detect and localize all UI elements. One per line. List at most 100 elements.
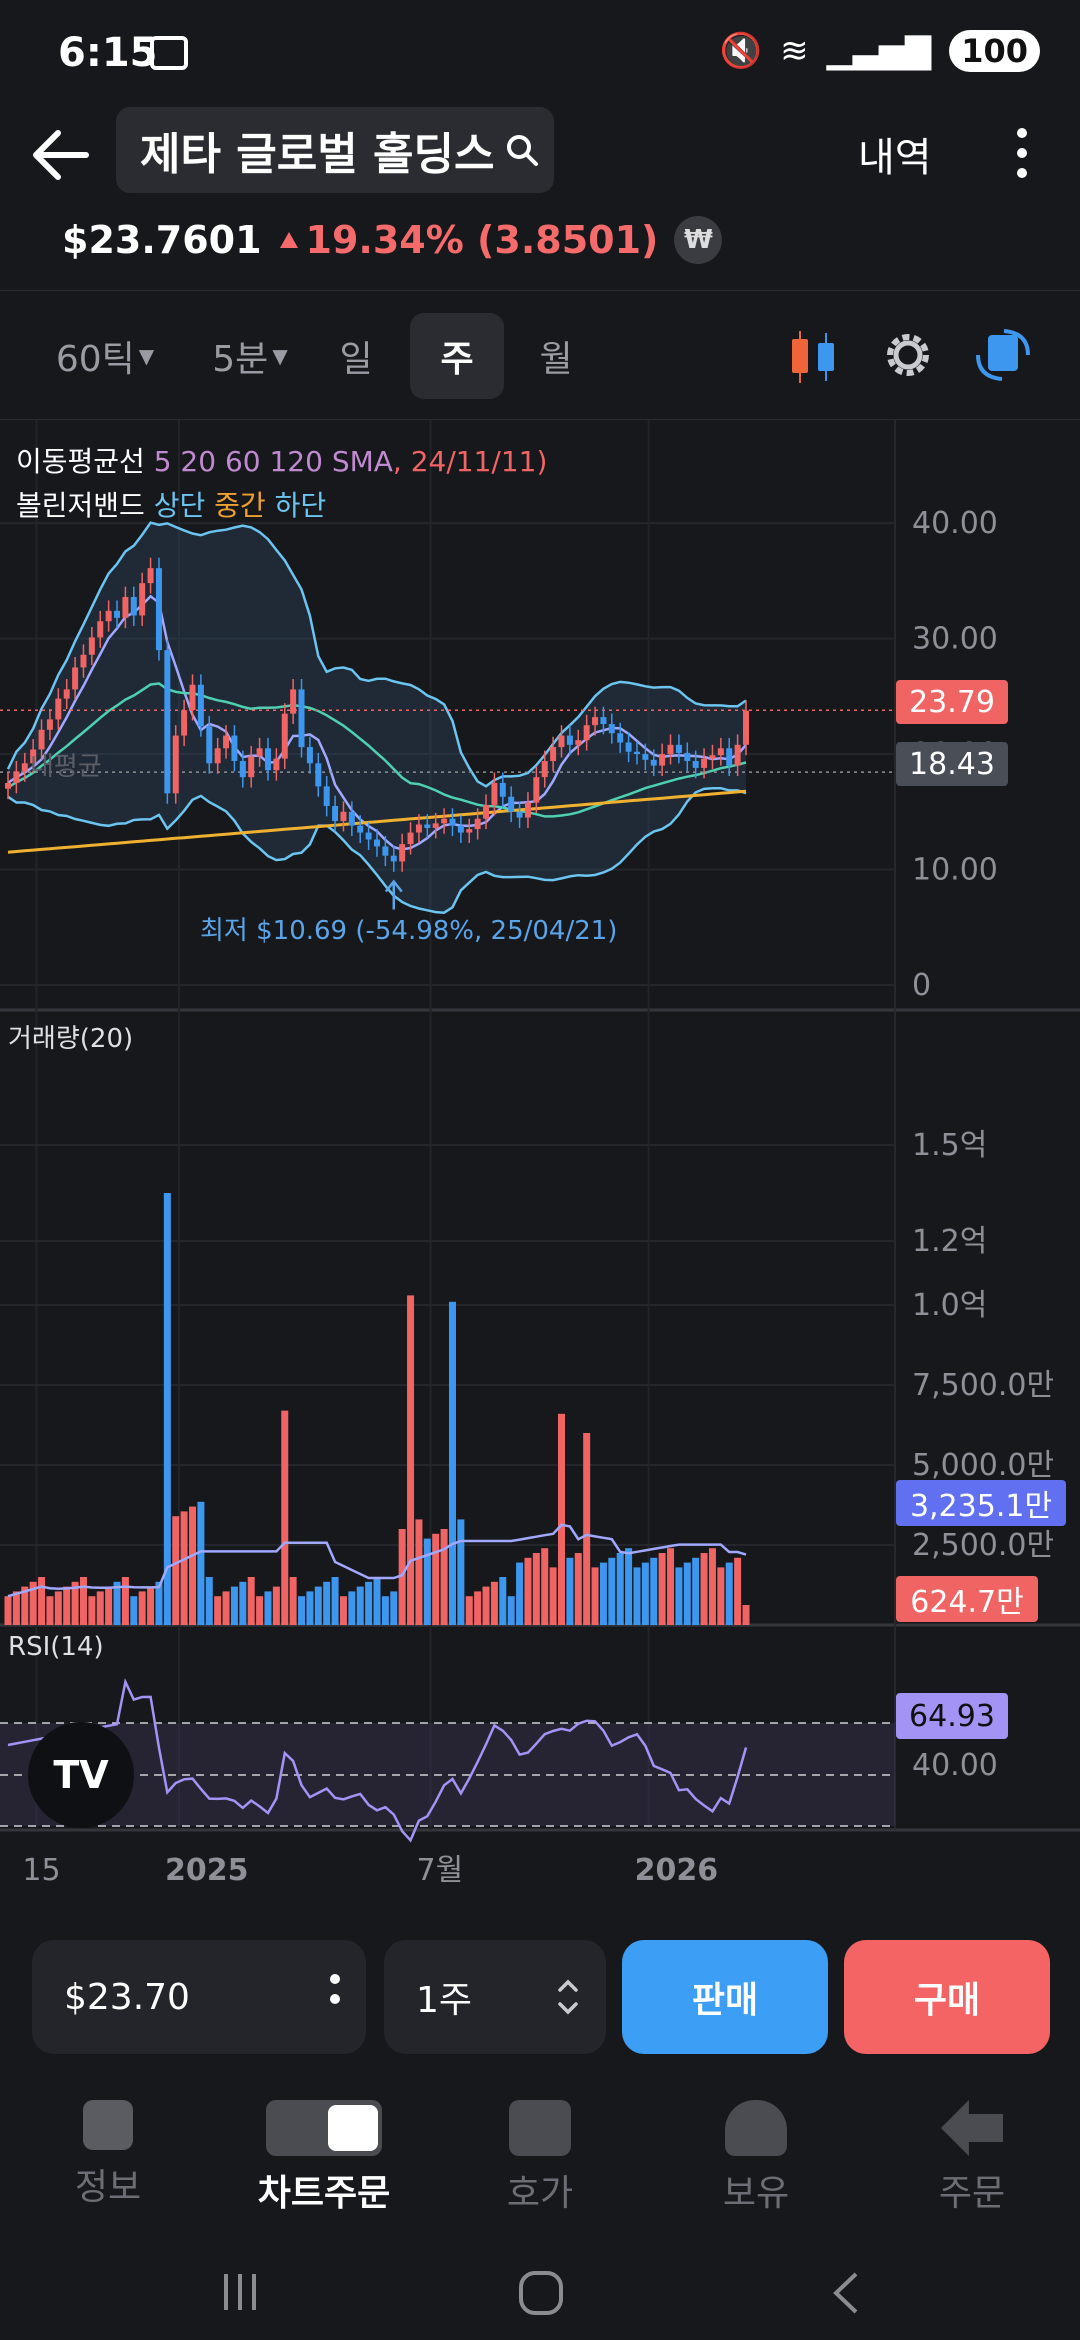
order-qty-stepper[interactable]: 1주 xyxy=(384,1940,606,2054)
history-button[interactable]: 내역 xyxy=(858,135,932,181)
candle-body xyxy=(147,568,154,584)
volume-bar xyxy=(625,1548,633,1625)
nav-info[interactable]: 정보 xyxy=(28,2100,188,2210)
candle-body xyxy=(726,748,733,766)
x-tick-label: 2026 xyxy=(635,1853,719,1888)
nav-orders[interactable]: 주문 xyxy=(892,2100,1052,2216)
candle-body xyxy=(441,818,448,824)
sell-button[interactable]: 판매 xyxy=(622,1940,828,2054)
nav-quote[interactable]: 호가 xyxy=(460,2100,620,2216)
volume-bar xyxy=(381,1596,389,1625)
volume-bar xyxy=(314,1586,322,1625)
caret-down-icon: ▼ xyxy=(138,344,155,368)
candle-body xyxy=(508,796,515,812)
candle-body xyxy=(340,811,347,822)
tf-60tick[interactable]: 60틱 ▼ xyxy=(55,339,155,380)
tradingview-logo: TV xyxy=(28,1722,134,1828)
candle-body xyxy=(625,742,632,752)
bb-legend[interactable]: 볼린저밴드 상단 중간 하단 xyxy=(16,489,327,522)
candle-body xyxy=(365,832,372,840)
volume-bar xyxy=(130,1596,138,1625)
candle-body xyxy=(63,689,70,699)
candle-body xyxy=(374,839,380,847)
volume-bar xyxy=(717,1567,725,1625)
wifi-icon: ≋ xyxy=(780,31,809,71)
last-price-badge: 23.79 xyxy=(896,680,1008,724)
candle-body xyxy=(332,806,339,822)
low-annotation: 최저 $10.69 (-54.98%, 25/04/21) xyxy=(200,916,618,946)
candle-body xyxy=(214,748,221,764)
candle-body xyxy=(659,754,666,766)
volume-bar xyxy=(155,1581,163,1625)
nav-holdings[interactable]: 보유 xyxy=(676,2100,836,2216)
volume-bar xyxy=(650,1557,658,1625)
tf-month[interactable]: 월 xyxy=(539,339,573,380)
back-arrow-shape-icon xyxy=(941,2100,1003,2156)
candle-body xyxy=(667,744,674,755)
price-tick-label: 40.00 xyxy=(912,506,998,541)
volume-ma-badge: 3,235.1만 xyxy=(896,1480,1066,1526)
status-icons: 🔇 ≋ ▁▃▅▇ 100 xyxy=(720,30,1040,72)
volume-bar xyxy=(306,1591,314,1625)
drag-dots-icon xyxy=(330,1974,340,2004)
tf-day[interactable]: 일 xyxy=(339,339,373,380)
candle-body xyxy=(524,802,531,818)
volume-bar xyxy=(541,1548,549,1625)
currency-toggle[interactable]: ₩ xyxy=(674,216,723,264)
volume-bar xyxy=(440,1529,448,1625)
candle-body xyxy=(650,759,657,766)
nav-chart-order[interactable]: 차트주문 xyxy=(244,2100,404,2216)
chart-switch-icon[interactable] xyxy=(972,325,1034,387)
candle-body xyxy=(390,855,397,862)
candle-body xyxy=(273,758,280,771)
x-tick-label: 7월 xyxy=(417,1853,464,1888)
recents-icon[interactable] xyxy=(216,2268,264,2316)
candlestick-series xyxy=(5,557,749,872)
caret-down-icon: ▼ xyxy=(272,344,288,368)
volume-bar xyxy=(88,1596,96,1625)
price-tick-label: 10.00 xyxy=(912,853,998,888)
volume-bar xyxy=(524,1557,532,1625)
order-price-input[interactable]: $23.70 xyxy=(32,1940,366,2054)
candle-body xyxy=(323,786,330,807)
volume-bar xyxy=(180,1511,188,1625)
order-bar: $23.70 1주 판매 구매 xyxy=(0,1920,1080,2070)
ma60-line xyxy=(7,682,747,818)
volume-bar xyxy=(272,1586,280,1625)
candle-style-icon[interactable] xyxy=(786,327,840,387)
volume-bar xyxy=(583,1433,591,1625)
price-chart[interactable]: 40.0030.0020.0010.0001520257월20261.5억1.2… xyxy=(0,420,1080,1910)
price-tick-label: 0 xyxy=(912,968,931,1003)
tf-week[interactable]: 주 xyxy=(410,313,504,399)
home-icon[interactable] xyxy=(516,2268,566,2318)
candle-body xyxy=(558,735,565,748)
volume-bar xyxy=(633,1567,641,1625)
volume-bar xyxy=(38,1577,46,1625)
settings-gear-icon[interactable] xyxy=(880,327,936,383)
symbol-search-box[interactable]: 제타 글로벌 홀딩스 xyxy=(116,107,554,193)
candle-body xyxy=(617,733,624,743)
timeframe-bar: 60틱 ▼ 5분 ▼ 일 주 월 xyxy=(0,290,1080,420)
volume-bar xyxy=(214,1596,222,1625)
ma-legend[interactable]: 이동평균선 5 20 60 120 SMA, 24/11/11) xyxy=(16,445,548,478)
volume-panel-title: 거래량(20) xyxy=(8,1024,134,1054)
volume-bar xyxy=(734,1557,742,1625)
chart-area[interactable]: 40.0030.0020.0010.0001520257월20261.5억1.2… xyxy=(0,420,1080,1910)
back-arrow-icon[interactable] xyxy=(26,123,96,187)
system-back-icon[interactable] xyxy=(826,2268,866,2318)
volume-bar xyxy=(390,1591,398,1625)
candle-body xyxy=(97,621,104,638)
candle-body xyxy=(483,804,490,819)
tf-5min[interactable]: 5분 ▼ xyxy=(212,339,288,380)
price-tick-label: 30.00 xyxy=(912,622,998,657)
buy-button[interactable]: 구매 xyxy=(844,1940,1050,2054)
volume-bar xyxy=(675,1567,683,1625)
screen-record-icon xyxy=(150,36,188,70)
volume-tick-label: 1.5억 xyxy=(912,1128,987,1163)
rsi-series xyxy=(0,1677,895,1843)
volume-bar xyxy=(490,1581,498,1625)
more-vert-icon[interactable] xyxy=(1010,123,1034,183)
candle-body xyxy=(13,771,20,783)
volume-bar xyxy=(683,1562,691,1625)
volume-bar xyxy=(465,1596,473,1625)
